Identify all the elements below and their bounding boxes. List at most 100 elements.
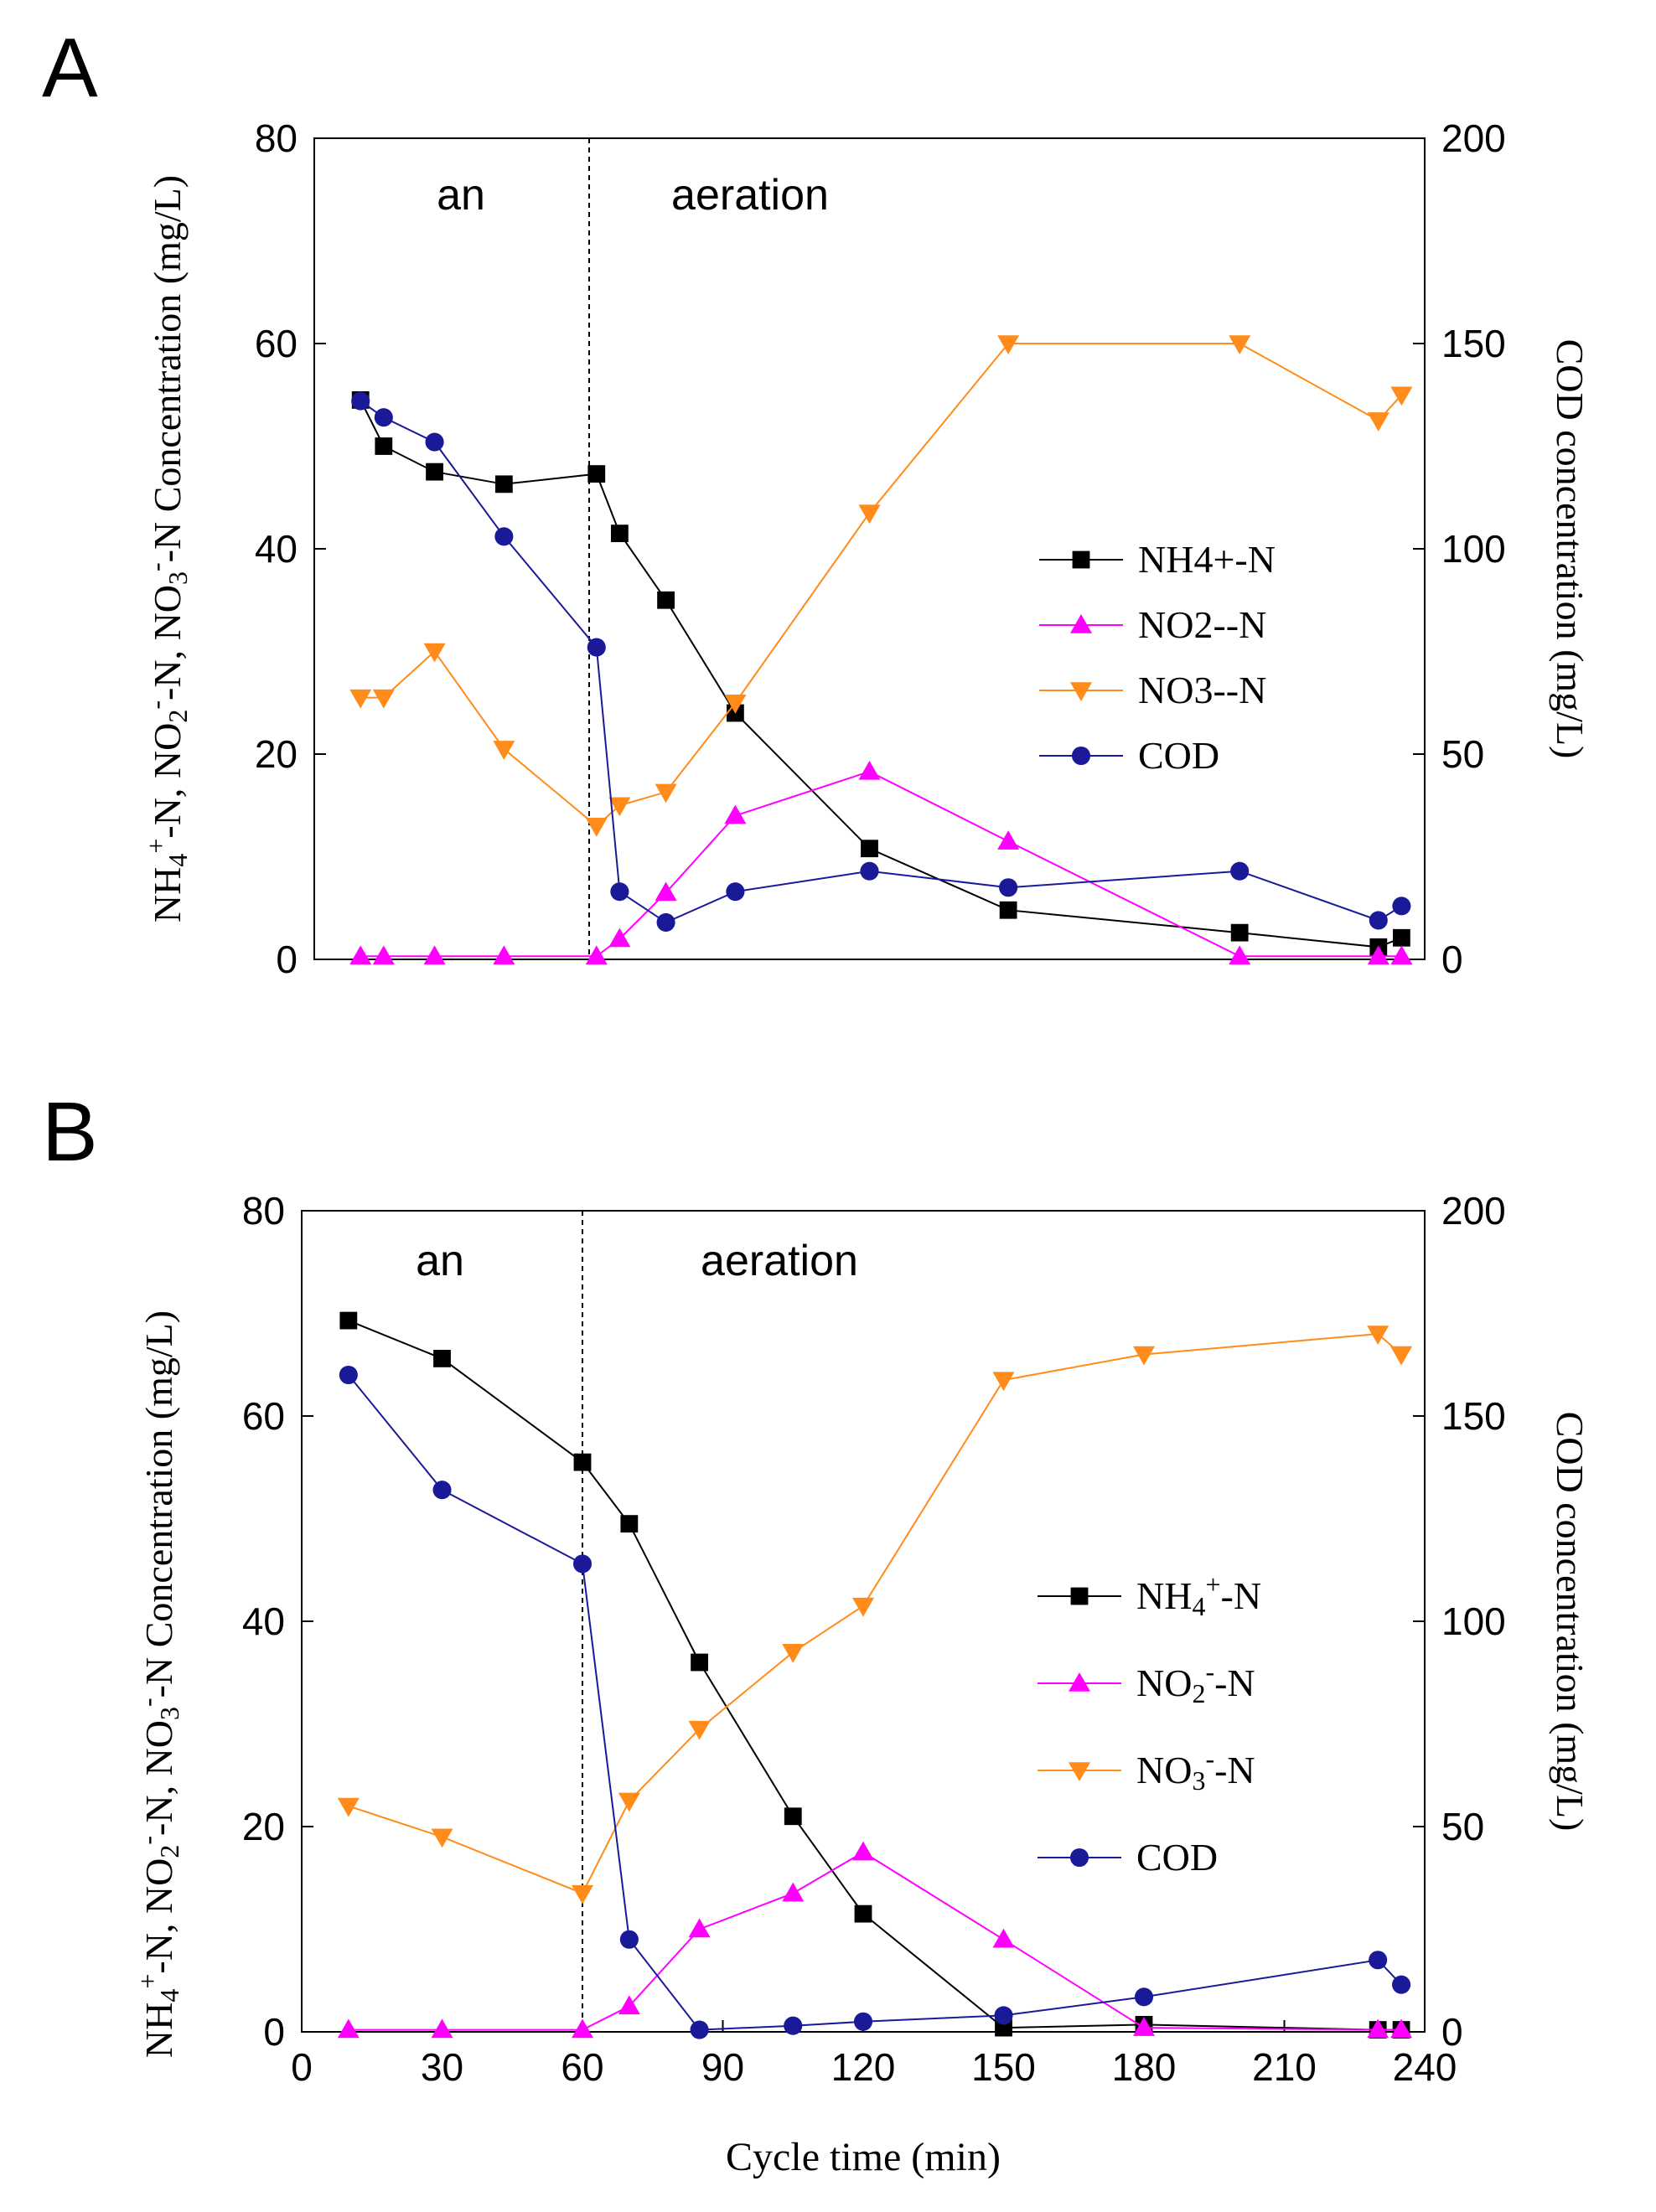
data-point-nh4 — [620, 1515, 639, 1533]
data-point-no3 — [1229, 335, 1251, 354]
data-point-cod — [572, 1554, 593, 1574]
legend-label: NO2--N — [1136, 1656, 1255, 1708]
legend-label: NH4+-N — [1138, 538, 1276, 581]
data-point-cod — [374, 408, 393, 427]
data-point-no3 — [585, 818, 608, 837]
right-tick-label: 150 — [1441, 322, 1506, 365]
series-no3 — [337, 1326, 1413, 1904]
data-point-cod — [432, 1481, 452, 1500]
data-point-no2 — [349, 945, 372, 965]
legend-item-nh4: NH4+-N — [1038, 1569, 1261, 1621]
data-point-cod — [610, 882, 629, 902]
data-point-no3 — [992, 1372, 1015, 1392]
data-point-no2 — [997, 830, 1020, 850]
data-point-no3 — [782, 1644, 805, 1663]
legend-item-no3: NO3--N — [1038, 1744, 1255, 1796]
legend-marker — [1071, 746, 1091, 766]
data-point-no2 — [372, 945, 395, 965]
data-point-cod — [726, 882, 745, 902]
panel-b-letter: B — [42, 1085, 98, 1179]
data-point-cod — [853, 2012, 873, 2031]
x-tick-label: 30 — [421, 2045, 463, 2089]
legend-marker — [1070, 682, 1092, 701]
data-point-cod — [351, 391, 370, 411]
right-tick-label: 100 — [1441, 527, 1506, 571]
panel-b-region-an: an — [416, 1237, 464, 1285]
data-point-no2 — [724, 804, 747, 824]
data-point-no2 — [1367, 2018, 1389, 2039]
data-point-cod — [619, 1930, 639, 1949]
panel-a-left-axis-label: NH4+-N, NO2--N, NO3--N Concentration (mg… — [141, 175, 193, 923]
legend-item-no3: NO3--N — [1039, 669, 1266, 711]
series-no2 — [337, 1841, 1413, 2039]
data-point-no2 — [852, 1841, 874, 1861]
panel-b-legend: NH4+-N NO2--N NO3--N COD — [1038, 1569, 1261, 1879]
data-point-nh4 — [375, 437, 393, 455]
data-point-no2 — [782, 1882, 805, 1902]
data-point-no3 — [423, 643, 446, 663]
data-point-no2 — [858, 760, 881, 780]
series-no3 — [349, 335, 1413, 837]
legend-item-nh4: NH4+-N — [1039, 538, 1276, 581]
data-point-no3 — [1390, 1346, 1413, 1366]
data-point-no2 — [1390, 2018, 1413, 2039]
legend-marker — [1070, 1587, 1089, 1605]
data-point-no3 — [337, 1797, 360, 1817]
series-cod — [351, 391, 1411, 932]
data-point-nh4 — [784, 1807, 802, 1826]
panel-b-x-axis: 0 30 60 90 120 150 180 210 240 — [291, 2020, 1457, 2089]
panel-b-series — [337, 1311, 1413, 2039]
x-tick-label: 150 — [971, 2045, 1036, 2089]
data-point-nh4 — [587, 465, 606, 483]
data-point-no2 — [992, 1928, 1015, 1948]
data-point-cod — [999, 878, 1018, 897]
x-axis-label: Cycle time (min) — [726, 2135, 1001, 2179]
panel-b-left-axis: 0 20 40 60 80 — [242, 1189, 313, 2054]
left-tick-label: 0 — [263, 2010, 285, 2054]
panel-a-region-aeration: aeration — [671, 171, 829, 220]
panel-a-series — [349, 335, 1413, 965]
data-point-no3 — [372, 689, 395, 709]
legend-label: NH4+-N — [1136, 1569, 1261, 1621]
data-point-nh4 — [854, 1904, 872, 1923]
legend-label: NO2--N — [1138, 603, 1266, 646]
data-point-cod — [656, 912, 675, 932]
left-tick-label: 60 — [255, 322, 298, 365]
legend-item-no2: NO2--N — [1039, 603, 1266, 646]
data-point-nh4 — [999, 901, 1017, 919]
data-point-no2 — [1133, 2017, 1155, 2036]
legend-marker — [1069, 1848, 1089, 1868]
data-point-no3 — [349, 689, 372, 709]
data-point-nh4 — [494, 475, 513, 494]
legend-label: COD — [1138, 734, 1219, 777]
right-tick-label: 200 — [1441, 1189, 1506, 1233]
series-cod — [339, 1365, 1411, 2039]
data-point-cod — [860, 861, 879, 881]
left-tick-label: 40 — [255, 527, 298, 571]
data-point-cod — [587, 638, 606, 657]
x-tick-label: 180 — [1112, 2045, 1177, 2089]
right-tick-label: 150 — [1441, 1394, 1506, 1438]
data-point-cod — [1392, 1975, 1411, 1994]
right-tick-label: 100 — [1441, 1600, 1506, 1643]
data-point-no3 — [1390, 386, 1413, 406]
x-tick-label: 0 — [291, 2045, 313, 2089]
panel-b-right-axis-label: COD concentration (mg/L) — [1549, 1412, 1591, 1832]
data-point-no2 — [493, 945, 515, 965]
legend-marker — [1072, 550, 1090, 569]
data-point-no2 — [655, 881, 677, 902]
left-tick-label: 40 — [242, 1600, 285, 1643]
panel-a-left-axis: 0 20 40 60 80 — [255, 116, 326, 981]
panel-a-right-axis: 0 50 100 150 200 — [1413, 116, 1506, 981]
data-point-nh4 — [433, 1350, 451, 1367]
data-point-nh4 — [339, 1311, 358, 1330]
data-point-cod — [425, 432, 444, 452]
data-point-cod — [1369, 1951, 1388, 1970]
data-point-no2 — [608, 928, 631, 948]
panel-b: B an aeration 0 20 40 60 80 0 50 100 150 200 0 30… — [42, 1085, 1591, 2179]
data-point-no3 — [572, 1884, 593, 1904]
data-point-cod — [1392, 897, 1411, 916]
x-tick-label: 210 — [1252, 2045, 1317, 2089]
panel-b-region-aeration: aeration — [701, 1237, 858, 1285]
